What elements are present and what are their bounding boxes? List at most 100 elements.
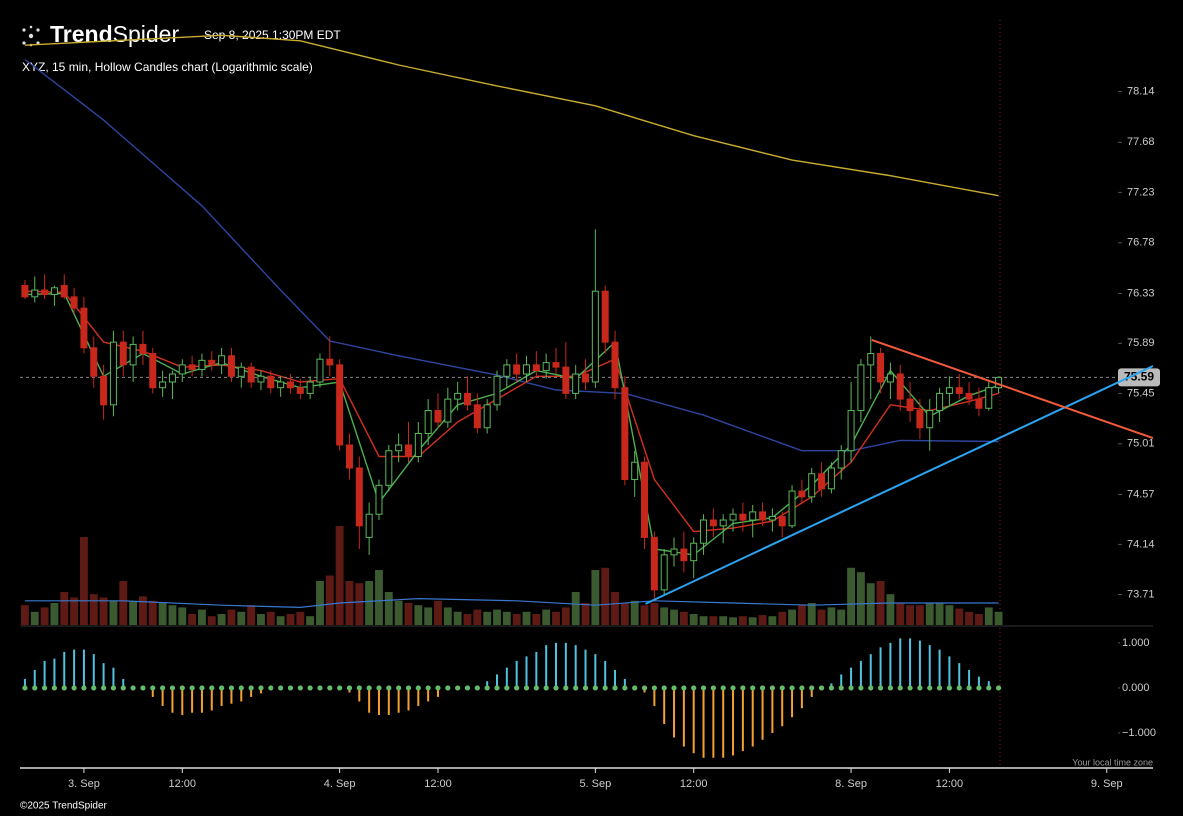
signal-dot bbox=[622, 685, 628, 691]
candle-body bbox=[198, 359, 206, 370]
signal-dot bbox=[995, 685, 1002, 691]
signal-dot bbox=[140, 685, 146, 691]
signal-dot bbox=[61, 685, 67, 691]
signal-dot bbox=[504, 685, 510, 691]
candle-body bbox=[414, 432, 422, 457]
signal-dot bbox=[720, 685, 726, 691]
candle-body bbox=[847, 410, 855, 452]
candle-body bbox=[286, 381, 294, 389]
signal-dot bbox=[81, 685, 87, 691]
y-tick-label: 76.33 bbox=[1127, 287, 1155, 299]
candle-body bbox=[188, 364, 196, 370]
signal-dot bbox=[661, 685, 667, 691]
signal-dot bbox=[376, 685, 382, 691]
candle-body bbox=[70, 296, 78, 309]
signal-dot bbox=[710, 685, 716, 691]
candle-body bbox=[444, 398, 452, 423]
volume-bar bbox=[424, 607, 433, 625]
signal-dot bbox=[238, 685, 244, 691]
volume-bar bbox=[207, 616, 216, 625]
candle-body bbox=[227, 355, 235, 377]
signal-dot bbox=[917, 685, 923, 691]
volume-bar bbox=[679, 611, 688, 625]
signal-dot bbox=[287, 685, 294, 691]
y-tick-label: 75.89 bbox=[1127, 337, 1155, 349]
volume-bar bbox=[394, 600, 403, 625]
brand-light: Spider bbox=[113, 21, 180, 47]
signal-dot bbox=[71, 685, 77, 691]
volume-bar bbox=[552, 611, 560, 625]
y-tick-label: 75.01 bbox=[1127, 438, 1155, 450]
volume-bar bbox=[316, 581, 324, 625]
candle-body bbox=[129, 343, 137, 366]
x-tick-label: 12:00 bbox=[169, 778, 197, 790]
y-tick-label: 73.71 bbox=[1127, 588, 1155, 600]
signal-dot bbox=[799, 685, 805, 691]
signal-dot bbox=[179, 685, 185, 691]
signal-dot bbox=[258, 685, 264, 691]
candle-body bbox=[660, 554, 668, 591]
osc-tick-label: −1.000 bbox=[1122, 727, 1156, 739]
signal-dot bbox=[966, 685, 972, 691]
volume-bar bbox=[20, 605, 29, 625]
volume-bar bbox=[542, 609, 551, 625]
signal-dot bbox=[405, 685, 412, 691]
volume-bar bbox=[79, 537, 88, 625]
volume-bar bbox=[856, 572, 865, 625]
candle-body bbox=[277, 381, 285, 389]
volume-bar bbox=[355, 583, 364, 625]
candle-body bbox=[611, 341, 619, 389]
signal-dot bbox=[110, 685, 117, 691]
candle-body bbox=[788, 490, 796, 527]
signal-dot bbox=[396, 685, 402, 691]
volume-bar bbox=[30, 611, 39, 625]
x-tick-label: 12:00 bbox=[680, 778, 708, 790]
signal-dot bbox=[907, 685, 913, 691]
candle-body bbox=[965, 392, 973, 400]
candle-body bbox=[473, 404, 481, 429]
signal-dot bbox=[602, 685, 608, 691]
volume-bar bbox=[886, 594, 895, 625]
volume-bar bbox=[365, 581, 374, 625]
trendline bbox=[645, 365, 1154, 605]
signal-dot bbox=[445, 685, 451, 691]
volume-bar bbox=[611, 592, 619, 625]
candle-body bbox=[877, 353, 885, 383]
volume-bar bbox=[915, 605, 924, 625]
timezone-note: Your local time zone bbox=[1072, 757, 1153, 767]
signal-dot bbox=[730, 685, 736, 691]
candle-body bbox=[896, 373, 904, 400]
candle-body bbox=[90, 347, 98, 377]
signal-dot bbox=[22, 685, 28, 691]
signal-dot bbox=[582, 685, 589, 691]
x-tick-label: 12:00 bbox=[424, 778, 452, 790]
signal-dot bbox=[514, 685, 520, 691]
signal-dot bbox=[887, 685, 894, 691]
signal-dot bbox=[779, 685, 785, 691]
x-tick-label: 3. Sep bbox=[68, 778, 100, 790]
candle-body bbox=[326, 358, 334, 366]
signal-dot bbox=[91, 685, 97, 691]
volume-bar bbox=[99, 597, 108, 625]
signal-dot bbox=[700, 685, 707, 691]
signal-dot bbox=[956, 685, 962, 691]
volume-ma bbox=[24, 597, 999, 609]
candle-body bbox=[582, 373, 590, 383]
signal-dot bbox=[268, 685, 274, 691]
volume-bar bbox=[512, 614, 521, 625]
candle-body bbox=[454, 392, 462, 400]
signal-dot bbox=[356, 685, 362, 691]
candle-body bbox=[267, 375, 275, 389]
signal-dot bbox=[278, 685, 284, 691]
signal-dot bbox=[641, 685, 648, 691]
candle-body bbox=[100, 375, 108, 406]
candle-body bbox=[395, 444, 403, 452]
candle-body bbox=[631, 461, 639, 481]
volume-bar bbox=[571, 592, 580, 625]
volume-bar bbox=[965, 611, 974, 625]
signal-dot bbox=[120, 685, 126, 691]
signal-dot bbox=[563, 685, 569, 691]
signal-dot bbox=[612, 685, 618, 691]
y-tick-label: 74.57 bbox=[1127, 488, 1155, 500]
y-tick-label: 77.68 bbox=[1127, 136, 1155, 148]
